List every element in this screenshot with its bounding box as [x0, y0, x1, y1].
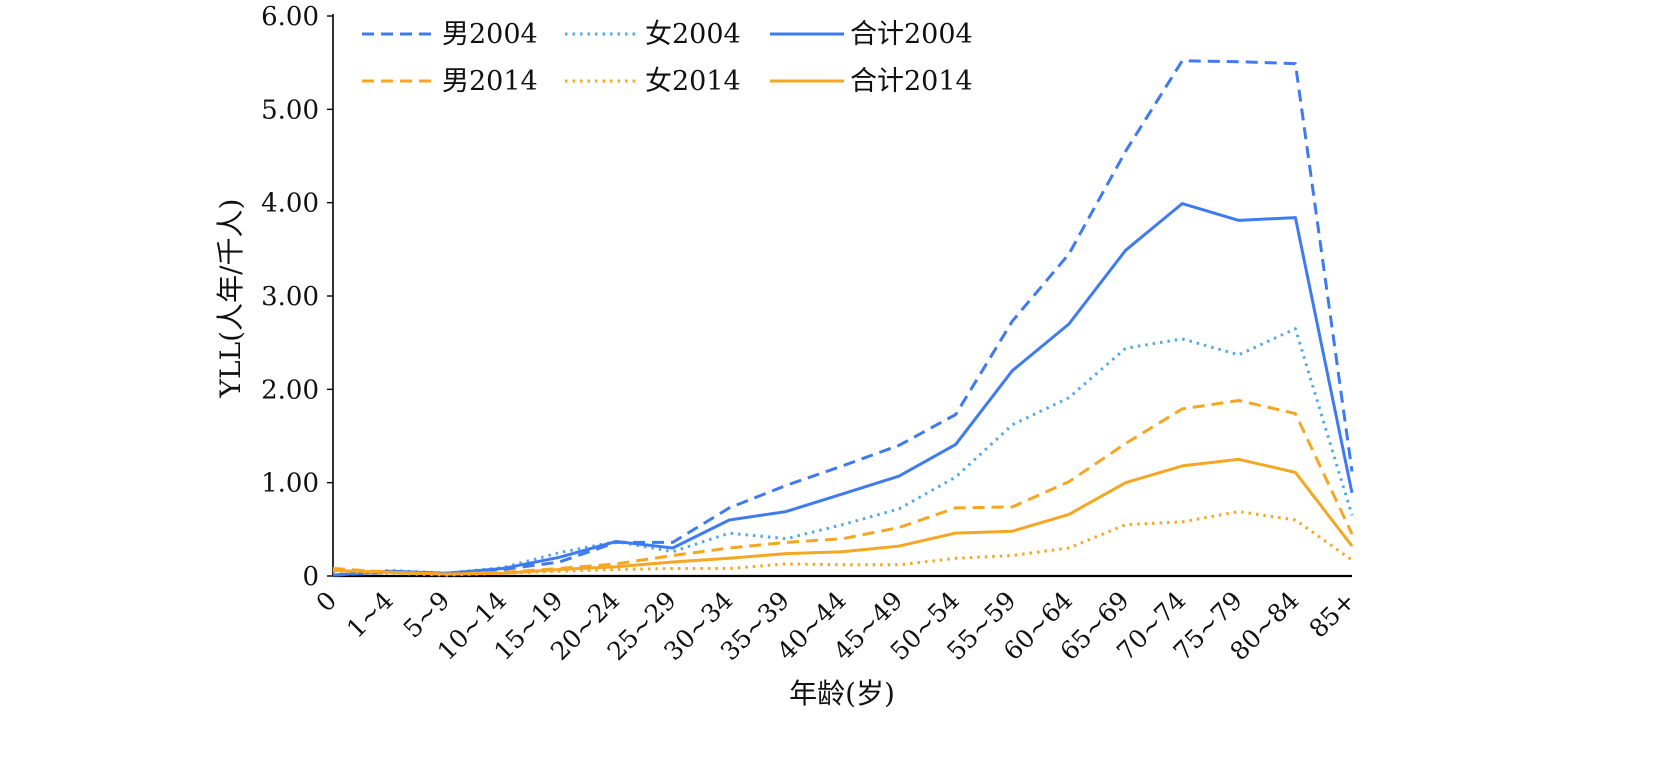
y-tick-label: 1.00 [261, 469, 319, 499]
legend-label: 合计2004 [850, 19, 973, 50]
legend-label: 女2014 [645, 66, 741, 97]
y-tick-label: 4.00 [261, 189, 319, 219]
series-line-1 [333, 329, 1352, 575]
y-tick-label: 0 [302, 562, 319, 592]
y-tick-label: 2.00 [261, 375, 319, 405]
x-tick-labels: 01~45~910~1415~1920~2425~2930~3435~3940~… [310, 586, 1361, 666]
y-tick-label: 6.00 [261, 2, 319, 32]
legend-label: 女2004 [645, 19, 741, 50]
series-line-3 [333, 401, 1352, 575]
legend-label: 合计2014 [850, 66, 973, 97]
x-tick-label: 85+ [1303, 586, 1361, 644]
legend: 男2004 女2004 合计2004 男2014 女2014 合计2014 [362, 19, 973, 97]
x-tick-label: 1~4 [341, 586, 399, 644]
series-line-4 [333, 512, 1352, 575]
series-line-5 [333, 459, 1352, 574]
x-axis-title: 年龄(岁) [789, 677, 895, 710]
series-line-0 [333, 61, 1352, 575]
legend-label: 男2014 [442, 66, 538, 97]
y-axis-title: YLL(人年/千人) [214, 199, 247, 399]
y-tick-label: 5.00 [261, 95, 319, 125]
axes [333, 14, 1352, 576]
series-lines [333, 61, 1352, 575]
y-tick-labels: 0 1.00 2.00 3.00 4.00 5.00 6.00 [261, 2, 333, 592]
legend-label: 男2004 [442, 19, 538, 50]
y-tick-label: 3.00 [261, 282, 319, 312]
